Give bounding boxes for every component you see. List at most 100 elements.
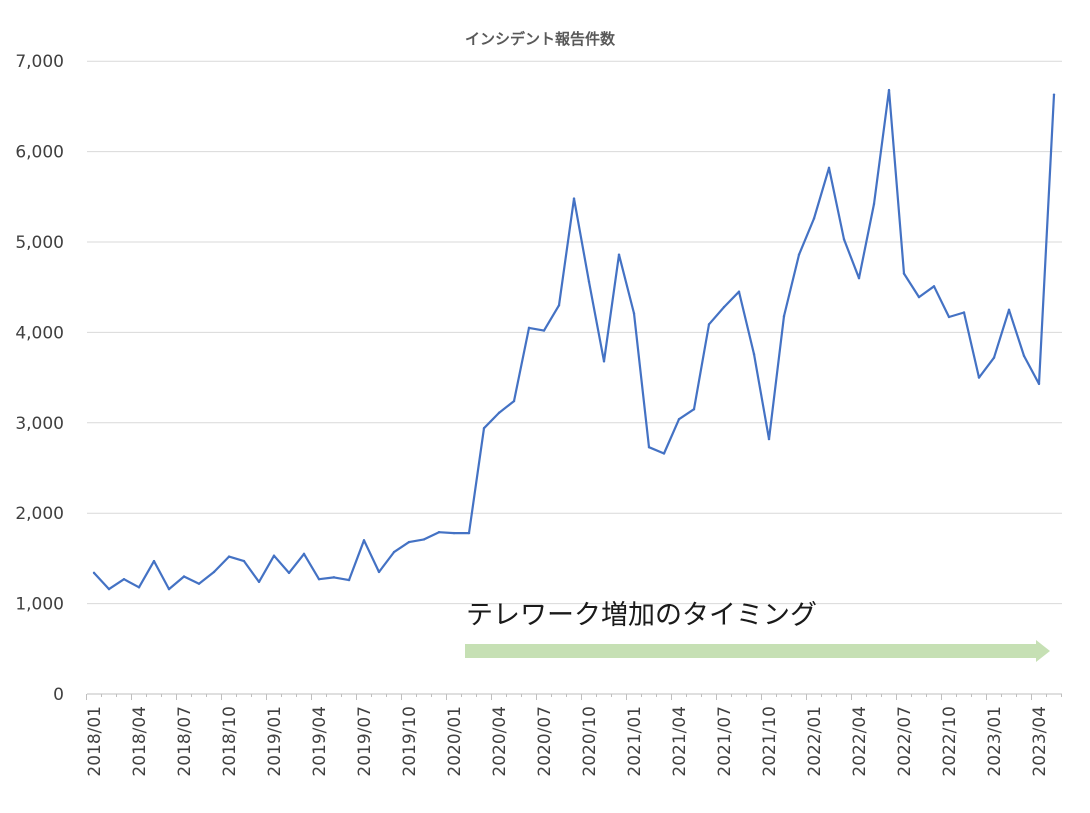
x-axis-ticks: 2018/01 2018/04 2018/07 2018/10 2019/01 2019/… xyxy=(85,694,1062,777)
data-point xyxy=(557,304,561,307)
data-point xyxy=(122,577,126,581)
data-point xyxy=(512,399,516,403)
chart-title: インシデント報告件数 xyxy=(465,30,616,48)
x-tick-label: 2021/04 xyxy=(670,706,690,777)
x-tick-label: 2021/10 xyxy=(760,706,780,777)
annotation-arrow xyxy=(465,640,1050,662)
data-point xyxy=(212,570,216,574)
data-point xyxy=(422,538,426,541)
data-point xyxy=(482,427,486,430)
y-axis-ticks: 0 1,000 2,000 3,000 4,000 5,000 6,000 7,000 xyxy=(15,52,64,705)
data-point xyxy=(1037,382,1041,386)
x-tick-label: 2020/01 xyxy=(445,706,465,777)
x-tick-label: 2018/04 xyxy=(130,706,150,777)
data-point xyxy=(167,587,171,591)
x-tick-label: 2019/01 xyxy=(265,706,285,777)
data-point xyxy=(977,376,981,379)
data-point xyxy=(932,285,936,288)
data-point xyxy=(992,356,996,359)
x-tick-label: 2020/10 xyxy=(580,706,600,777)
x-tick-label: 2018/01 xyxy=(85,706,105,777)
x-tick-label: 2021/01 xyxy=(625,706,645,777)
data-point xyxy=(347,578,351,582)
data-point xyxy=(602,360,606,363)
x-tick-label: 2022/10 xyxy=(940,706,960,777)
data-point xyxy=(392,550,396,554)
data-point xyxy=(707,323,711,326)
data-point xyxy=(692,408,696,411)
data-point xyxy=(812,217,816,220)
data-point xyxy=(1007,308,1011,311)
data-point xyxy=(902,272,906,275)
data-point xyxy=(452,531,456,535)
data-point xyxy=(677,417,681,421)
x-tick-label: 2020/04 xyxy=(490,706,510,777)
gridlines xyxy=(87,60,1062,605)
x-tick-label: 2023/04 xyxy=(1030,706,1050,777)
data-point xyxy=(857,276,861,280)
x-tick-label: 2018/07 xyxy=(175,706,195,777)
data-point xyxy=(362,539,366,542)
data-point xyxy=(287,571,291,575)
y-tick-label: 0 xyxy=(53,685,64,705)
y-tick-label: 2,000 xyxy=(15,504,64,524)
data-point xyxy=(617,253,621,256)
y-tick-label: 1,000 xyxy=(15,595,64,615)
data-point xyxy=(92,571,96,575)
data-point xyxy=(137,586,141,589)
data-point xyxy=(1022,354,1026,358)
y-tick-label: 3,000 xyxy=(15,414,64,434)
data-point xyxy=(737,290,741,293)
data-point xyxy=(182,575,186,578)
y-tick-label: 4,000 xyxy=(15,323,64,343)
data-point xyxy=(662,452,666,455)
data-point xyxy=(257,580,261,584)
y-tick-label: 6,000 xyxy=(15,143,64,163)
x-tick-label: 2019/07 xyxy=(355,706,375,777)
data-point xyxy=(962,311,966,314)
data-point xyxy=(542,329,546,332)
data-point xyxy=(782,314,786,318)
series-layer xyxy=(92,88,1056,591)
data-point xyxy=(407,540,411,544)
data-point xyxy=(437,530,441,534)
data-point xyxy=(947,315,951,319)
x-tick-label: 2021/07 xyxy=(715,706,735,777)
data-point xyxy=(887,88,891,92)
data-point xyxy=(632,312,636,315)
data-point xyxy=(572,197,576,200)
data-point xyxy=(842,238,846,241)
annotation-text: テレワーク増加のタイミング xyxy=(466,600,817,631)
data-point xyxy=(272,554,276,557)
x-tick-label: 2019/04 xyxy=(310,706,330,777)
data-point xyxy=(242,559,246,563)
data-point xyxy=(917,295,921,299)
x-tick-label: 2018/10 xyxy=(220,706,240,777)
data-point xyxy=(722,305,726,309)
data-point xyxy=(227,555,231,558)
data-point xyxy=(332,576,336,579)
series-line xyxy=(93,88,1056,591)
x-tick-label: 2022/07 xyxy=(895,706,915,777)
data-point xyxy=(377,570,381,574)
data-point xyxy=(527,326,531,330)
data-point xyxy=(497,411,501,415)
data-point xyxy=(797,253,801,256)
x-tick-label: 2022/01 xyxy=(805,706,825,777)
x-tick-label: 2023/01 xyxy=(985,706,1005,777)
data-point xyxy=(587,280,591,283)
x-tick-label: 2020/07 xyxy=(535,706,555,777)
data-point xyxy=(107,587,111,591)
data-point xyxy=(152,559,156,563)
y-tick-label: 7,000 xyxy=(15,52,64,72)
x-tick-label: 2022/04 xyxy=(850,706,870,777)
data-point xyxy=(317,577,321,581)
data-point xyxy=(647,446,651,449)
data-point xyxy=(302,552,306,556)
y-tick-label: 5,000 xyxy=(15,233,64,253)
data-point xyxy=(467,531,471,535)
data-point xyxy=(197,582,201,585)
data-point xyxy=(752,352,756,356)
data-point xyxy=(872,202,876,206)
